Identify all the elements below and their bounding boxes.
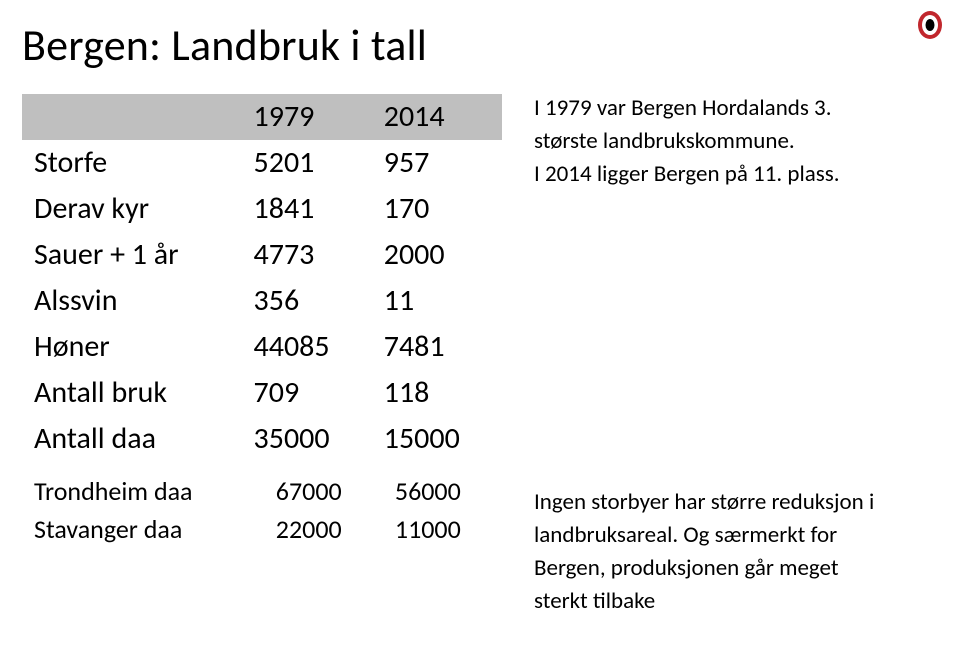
row-label: Alssvin — [22, 278, 242, 324]
row-label: Antall daa — [22, 416, 242, 462]
table-row: Stavanger daa 22000 11000 — [22, 510, 502, 548]
table-row: Trondheim daa 67000 56000 — [22, 472, 502, 510]
row-label: Sauer + 1 år — [22, 232, 242, 278]
row-v1: 5201 — [242, 140, 372, 186]
row-label: Trondheim daa — [22, 472, 264, 510]
row-label: Høner — [22, 324, 242, 370]
table-row: Alssvin 356 11 — [22, 278, 502, 324]
logo-icon — [917, 10, 943, 40]
main-th-blank — [22, 94, 242, 140]
left-column: 1979 2014 Storfe 5201 957 Derav kyr 1841… — [22, 94, 502, 548]
main-table: 1979 2014 Storfe 5201 957 Derav kyr 1841… — [22, 94, 502, 462]
row-v1: 67000 — [264, 472, 383, 510]
table-row: Storfe 5201 957 — [22, 140, 502, 186]
main-th-2014: 2014 — [372, 94, 502, 140]
page-title: Bergen: Landbruk i tall — [22, 18, 919, 72]
row-v2: 11000 — [383, 510, 502, 548]
row-label: Stavanger daa — [22, 510, 264, 548]
text-line: største landbrukskommune. — [534, 127, 919, 156]
row-v2: 56000 — [383, 472, 502, 510]
row-v2: 170 — [372, 186, 502, 232]
text-line: Bergen, produksjonen går meget — [534, 554, 919, 583]
table-row: Høner 44085 7481 — [22, 324, 502, 370]
table-row: Sauer + 1 år 4773 2000 — [22, 232, 502, 278]
text-line: landbruksareal. Og særmerkt for — [534, 521, 919, 550]
table-row: Antall daa 35000 15000 — [22, 416, 502, 462]
row-v2: 15000 — [372, 416, 502, 462]
text-line: Ingen storbyer har større reduksjon i — [534, 488, 919, 517]
right-block-2: Ingen storbyer har større reduksjon i la… — [534, 488, 919, 615]
row-v1: 22000 — [264, 510, 383, 548]
text-line: I 1979 var Bergen Hordalands 3. — [534, 94, 919, 123]
table-row: Derav kyr 1841 170 — [22, 186, 502, 232]
text-line: sterkt tilbake — [534, 587, 919, 616]
row-label: Antall bruk — [22, 370, 242, 416]
row-label: Storfe — [22, 140, 242, 186]
row-v1: 4773 — [242, 232, 372, 278]
right-column: I 1979 var Bergen Hordalands 3. største … — [502, 94, 919, 619]
row-v2: 957 — [372, 140, 502, 186]
row-v1: 1841 — [242, 186, 372, 232]
secondary-table: Trondheim daa 67000 56000 Stavanger daa … — [22, 472, 502, 548]
row-v1: 356 — [242, 278, 372, 324]
text-line: I 2014 ligger Bergen på 11. plass. — [534, 160, 919, 189]
row-v1: 709 — [242, 370, 372, 416]
right-block-1: I 1979 var Bergen Hordalands 3. største … — [534, 94, 919, 188]
row-label: Derav kyr — [22, 186, 242, 232]
row-v2: 2000 — [372, 232, 502, 278]
row-v2: 11 — [372, 278, 502, 324]
table-row: Antall bruk 709 118 — [22, 370, 502, 416]
row-v2: 118 — [372, 370, 502, 416]
row-v1: 44085 — [242, 324, 372, 370]
main-th-1979: 1979 — [242, 94, 372, 140]
row-v1: 35000 — [242, 416, 372, 462]
row-v2: 7481 — [372, 324, 502, 370]
